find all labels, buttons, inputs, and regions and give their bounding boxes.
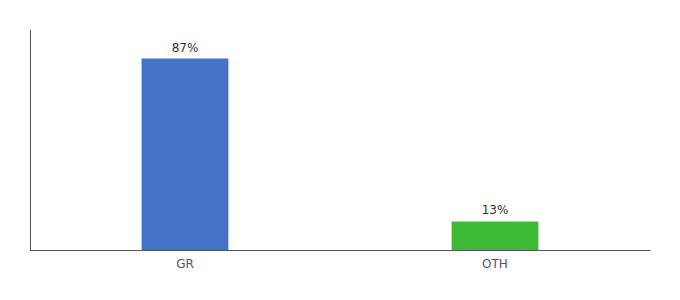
svg-text:OTH: OTH — [482, 257, 508, 271]
svg-text:87%: 87% — [172, 41, 199, 55]
svg-text:GR: GR — [176, 257, 194, 271]
svg-text:13%: 13% — [482, 203, 509, 217]
